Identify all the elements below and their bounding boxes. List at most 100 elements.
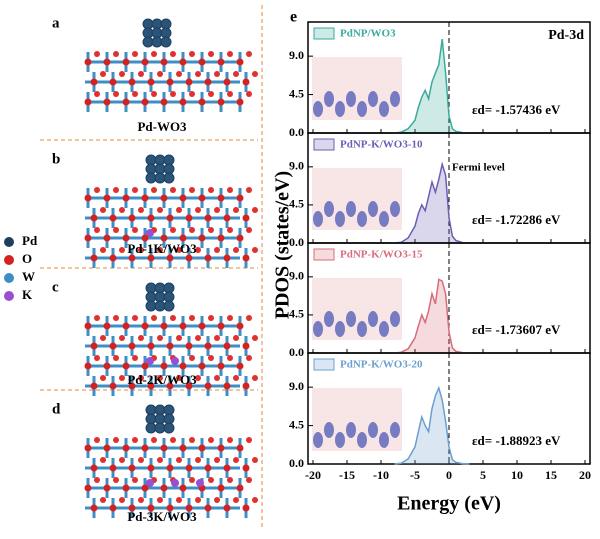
o-atom bbox=[242, 342, 250, 350]
o-atom bbox=[252, 335, 258, 341]
o-atom bbox=[170, 315, 176, 321]
y-tick-label: 9.0 bbox=[289, 269, 304, 283]
o-atom bbox=[122, 484, 130, 492]
inset-blob bbox=[379, 321, 389, 337]
o-atom bbox=[132, 51, 138, 57]
o-atom bbox=[198, 444, 206, 452]
o-atom bbox=[252, 375, 258, 381]
o-atom bbox=[242, 464, 250, 472]
o-atom bbox=[94, 187, 100, 193]
o-atom bbox=[94, 227, 100, 233]
inset-blob bbox=[390, 422, 400, 438]
pdos-line bbox=[394, 278, 470, 354]
o-atom bbox=[204, 342, 212, 350]
o-atom bbox=[166, 464, 174, 472]
inset-blob bbox=[313, 321, 323, 337]
o-atom bbox=[195, 375, 201, 381]
o-atom bbox=[170, 437, 176, 443]
o-atom bbox=[179, 322, 187, 330]
o-atom bbox=[94, 437, 100, 443]
o-atom bbox=[208, 187, 214, 193]
o-atom bbox=[141, 194, 149, 202]
inset-blob bbox=[313, 432, 323, 448]
o-atom bbox=[195, 207, 201, 213]
o-atom bbox=[223, 464, 231, 472]
legend-swatch bbox=[313, 27, 335, 40]
annotation: εd= -1.72286 eV bbox=[472, 212, 561, 227]
o-atom bbox=[198, 58, 206, 66]
legend-swatch bbox=[4, 291, 14, 301]
o-atom bbox=[185, 78, 193, 86]
o-atom bbox=[176, 247, 182, 253]
x-axis-title: Energy (eV) bbox=[397, 493, 501, 515]
fermi-label: Fermi level bbox=[452, 162, 505, 174]
o-atom bbox=[113, 187, 119, 193]
x-tick-label: 0 bbox=[446, 468, 452, 482]
o-atom bbox=[236, 98, 244, 106]
o-atom bbox=[103, 98, 111, 106]
o-atom bbox=[214, 247, 220, 253]
o-atom bbox=[141, 322, 149, 330]
o-atom bbox=[246, 355, 252, 361]
o-atom bbox=[198, 322, 206, 330]
o-atom bbox=[195, 71, 201, 77]
o-atom bbox=[160, 444, 168, 452]
o-atom bbox=[138, 207, 144, 213]
o-atom bbox=[166, 382, 174, 390]
o-atom bbox=[100, 247, 106, 253]
inset-blob bbox=[335, 321, 345, 337]
area-fill bbox=[394, 39, 470, 133]
o-atom bbox=[119, 207, 125, 213]
o-atom bbox=[214, 71, 220, 77]
inset-blob bbox=[379, 101, 389, 117]
panel-label: b bbox=[52, 151, 60, 167]
o-atom bbox=[195, 335, 201, 341]
o-atom bbox=[214, 207, 220, 213]
o-atom bbox=[204, 78, 212, 86]
o-atom bbox=[157, 335, 163, 341]
o-atom bbox=[242, 214, 250, 222]
o-atom bbox=[147, 78, 155, 86]
o-atom bbox=[179, 362, 187, 370]
o-atom bbox=[119, 71, 125, 77]
o-atom bbox=[246, 437, 252, 443]
o-atom bbox=[128, 78, 136, 86]
o-atom bbox=[122, 322, 130, 330]
o-atom bbox=[90, 382, 98, 390]
o-atom bbox=[217, 194, 225, 202]
o-atom bbox=[103, 362, 111, 370]
o-atom bbox=[122, 58, 130, 66]
o-atom bbox=[217, 444, 225, 452]
y-tick-label: 4.5 bbox=[289, 307, 304, 321]
o-atom bbox=[189, 91, 195, 97]
o-atom bbox=[113, 91, 119, 97]
o-atom bbox=[160, 98, 168, 106]
o-atom bbox=[236, 444, 244, 452]
o-atom bbox=[176, 207, 182, 213]
o-atom bbox=[195, 497, 201, 503]
inset-blob bbox=[357, 432, 367, 448]
o-atom bbox=[151, 187, 157, 193]
x-tick-label: -15 bbox=[339, 468, 355, 482]
o-atom bbox=[160, 362, 168, 370]
inset-blob bbox=[368, 201, 378, 217]
o-atom bbox=[132, 187, 138, 193]
o-atom bbox=[90, 464, 98, 472]
o-atom bbox=[94, 315, 100, 321]
o-atom bbox=[94, 477, 100, 483]
o-atom bbox=[100, 497, 106, 503]
legend-swatch bbox=[313, 248, 335, 261]
o-atom bbox=[141, 58, 149, 66]
o-atom bbox=[119, 457, 125, 463]
y-tick-label: 9.0 bbox=[289, 159, 304, 173]
o-atom bbox=[227, 437, 233, 443]
pd-atom bbox=[163, 300, 175, 312]
o-atom bbox=[198, 98, 206, 106]
o-atom bbox=[157, 375, 163, 381]
o-atom bbox=[227, 51, 233, 57]
o-atom bbox=[157, 207, 163, 213]
o-atom bbox=[138, 457, 144, 463]
o-atom bbox=[252, 71, 258, 77]
o-atom bbox=[170, 91, 176, 97]
area-fill bbox=[394, 388, 470, 464]
